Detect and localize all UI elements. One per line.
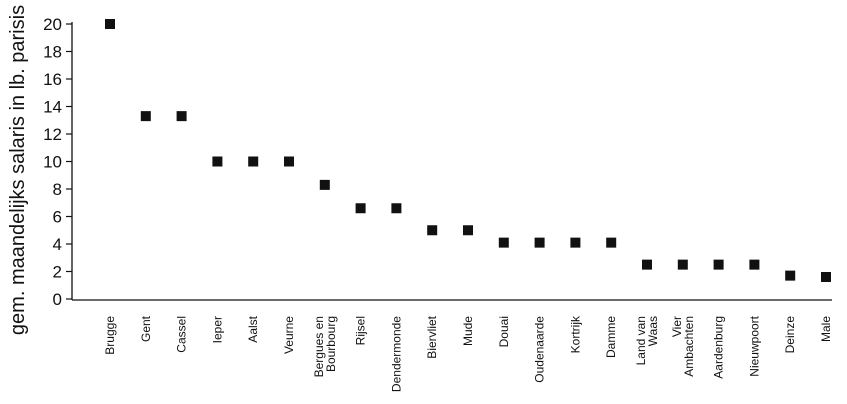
category-label: Mude <box>461 316 475 346</box>
category-label: Damme <box>604 316 618 358</box>
y-tick-label: 16 <box>43 70 62 89</box>
data-point <box>642 259 652 270</box>
category-label: Aalst <box>246 315 260 342</box>
y-tick-label: 8 <box>53 180 62 199</box>
y-tick-label: 18 <box>43 43 62 62</box>
category-label: Rijsel <box>354 316 368 345</box>
data-point <box>463 225 473 236</box>
data-point <box>713 259 724 270</box>
data-point <box>821 272 831 282</box>
y-tick-label: 4 <box>53 235 62 254</box>
y-tick-label: 12 <box>43 125 62 144</box>
data-point <box>355 203 366 214</box>
data-point <box>534 237 545 248</box>
category-label: Oudenaarde <box>533 316 547 383</box>
data-point <box>570 237 581 248</box>
y-tick-label: 14 <box>43 98 62 117</box>
data-point <box>212 156 223 167</box>
data-point <box>785 270 796 281</box>
data-point <box>427 225 438 236</box>
data-points <box>105 19 831 282</box>
y-tick-label: 0 <box>53 290 62 309</box>
category-label: Douai <box>497 316 511 347</box>
data-point <box>606 237 617 248</box>
data-point <box>284 156 294 167</box>
y-tick-label: 10 <box>43 153 62 172</box>
data-point <box>140 111 151 122</box>
category-label: Biervliet <box>425 315 439 358</box>
data-point <box>677 259 688 270</box>
category-label: Aardenburg <box>712 316 726 379</box>
category-label: Veurne <box>282 316 296 354</box>
category-label: VierAmbachten <box>670 316 696 377</box>
category-label: Bergues enBourbourg <box>312 316 338 377</box>
y-axis-title: gem. maandelijks salaris in lb. parisis <box>7 5 29 335</box>
category-label: Nieuwpoort <box>747 315 761 376</box>
data-point <box>176 111 187 122</box>
y-tick-label: 2 <box>53 263 62 282</box>
y-tick-label: 20 <box>43 15 62 34</box>
category-label: Gent <box>139 315 153 342</box>
category-label: Land vanWaas <box>634 316 660 365</box>
category-label: Ieper <box>210 316 224 343</box>
category-label: Brugge <box>103 316 117 355</box>
data-point <box>319 179 330 190</box>
data-point <box>498 237 509 248</box>
category-label: Deinze <box>783 316 797 354</box>
category-label: Cassel <box>175 316 189 353</box>
category-label: Kortrijk <box>568 315 582 353</box>
category-labels: Brugge Gent Cassel Ieper Aalst Veurne Bergues … <box>103 315 833 392</box>
y-tick-label: 6 <box>53 208 62 227</box>
data-point <box>391 203 402 214</box>
data-point <box>749 259 760 270</box>
data-point <box>248 156 259 167</box>
category-label: Dendermonde <box>389 316 403 392</box>
y-ticks: 0 2 4 6 8 10 12 14 16 18 20 <box>43 15 72 309</box>
category-label: Male <box>819 316 833 342</box>
data-point <box>105 19 115 29</box>
